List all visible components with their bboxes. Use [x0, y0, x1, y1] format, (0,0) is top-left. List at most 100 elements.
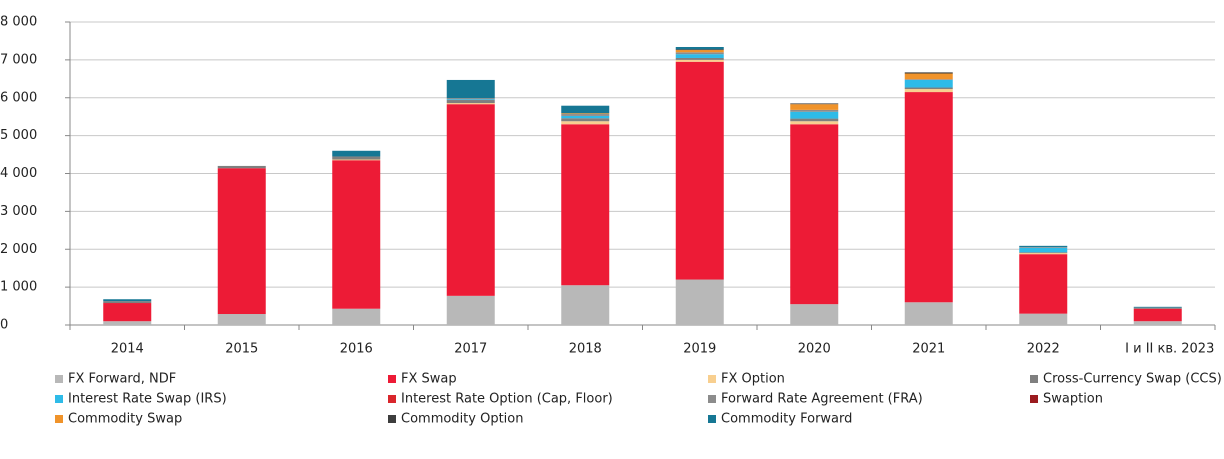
- bar-segment: [446, 79, 495, 99]
- legend-label: FX Forward, NDF: [68, 372, 176, 387]
- bar-segment: [561, 113, 610, 115]
- bar-segment: [217, 168, 266, 315]
- x-tick-label: 2016: [340, 342, 373, 357]
- x-tick-label: 2020: [798, 342, 831, 357]
- bar-segment: [790, 103, 839, 105]
- bar-segment: [675, 61, 724, 280]
- bar-segment: [790, 124, 839, 305]
- bar-segment: [1019, 247, 1068, 253]
- bar-segment: [904, 73, 953, 80]
- legend-swatch: [388, 415, 396, 423]
- legend-label: Cross-Currency Swap (CCS): [1043, 372, 1222, 387]
- legend-label: Swaption: [1043, 392, 1103, 407]
- bar-segment: [561, 124, 610, 286]
- bar-segment: [790, 118, 839, 122]
- x-tick-label: 2015: [225, 342, 258, 357]
- bar-segment: [675, 52, 724, 55]
- x-tick-label: 2021: [912, 342, 945, 357]
- bar-segment: [675, 49, 724, 51]
- bar-segment: [1019, 246, 1068, 248]
- bar-segment: [904, 79, 953, 88]
- bar-segment: [1019, 245, 1068, 247]
- bar-segment: [446, 98, 495, 100]
- legend-swatch: [388, 395, 396, 403]
- bar-segment: [790, 104, 839, 110]
- bar-segment: [217, 314, 266, 325]
- bar-segment: [561, 118, 610, 122]
- x-tick-label: 2018: [569, 342, 602, 357]
- legend-label: Commodity Option: [401, 412, 523, 427]
- bar-segment: [675, 59, 724, 62]
- bar-segment: [446, 99, 495, 101]
- bar-segment: [675, 50, 724, 53]
- bar-segment: [1133, 308, 1182, 322]
- bar-segment: [561, 285, 610, 325]
- y-tick-label: 5 000: [0, 128, 37, 143]
- bar-segment: [904, 72, 953, 74]
- y-tick-label: 6 000: [0, 90, 37, 105]
- bar-segment: [790, 121, 839, 125]
- legend-swatch: [708, 375, 716, 383]
- bar-segment: [332, 156, 381, 160]
- bar-segment: [1133, 306, 1182, 308]
- legend-label: FX Swap: [401, 372, 457, 387]
- bar-segment: [1019, 253, 1068, 255]
- x-tick-label: 2019: [683, 342, 716, 357]
- bar-segment: [332, 159, 381, 161]
- bar-segment: [103, 321, 152, 325]
- y-tick-label: 7 000: [0, 52, 37, 67]
- bar-segment: [103, 299, 152, 302]
- bar-segment: [904, 302, 953, 325]
- bar-segment: [332, 150, 381, 157]
- bar-segment: [561, 114, 610, 116]
- x-tick-label: I и II кв. 2023: [1125, 342, 1214, 357]
- y-tick-label: 1 000: [0, 280, 37, 295]
- legend-swatch: [388, 375, 396, 383]
- bar-segment: [332, 308, 381, 325]
- legend-swatch: [708, 415, 716, 423]
- bar-segment: [561, 115, 610, 119]
- bar-segment: [561, 105, 610, 114]
- bar-segment: [446, 100, 495, 104]
- bar-segment: [1019, 313, 1068, 325]
- legend-label: Interest Rate Option (Cap, Floor): [401, 392, 613, 407]
- bar-segment: [446, 295, 495, 325]
- x-tick-label: 2014: [111, 342, 144, 357]
- y-tick-label: 0: [0, 318, 8, 333]
- legend-label: Forward Rate Agreement (FRA): [721, 392, 923, 407]
- bar-segment: [1019, 252, 1068, 254]
- bar-segment: [904, 92, 953, 303]
- bar-segment: [790, 304, 839, 325]
- bar-segment: [675, 46, 724, 50]
- bar-segment: [1019, 254, 1068, 314]
- bar-segment: [103, 303, 152, 322]
- legend-swatch: [1030, 395, 1038, 403]
- bar-segment: [790, 111, 839, 119]
- y-tick-label: 3 000: [0, 204, 37, 219]
- bar-segment: [446, 104, 495, 296]
- legend-swatch: [708, 395, 716, 403]
- bar-segment: [904, 79, 953, 80]
- bar-segment: [790, 109, 839, 112]
- legend-label: Commodity Swap: [68, 412, 182, 427]
- legend-swatch: [55, 375, 63, 383]
- legend-label: Interest Rate Swap (IRS): [68, 392, 227, 407]
- bar-segment: [217, 165, 266, 169]
- y-tick-label: 4 000: [0, 166, 37, 181]
- legend-swatch: [55, 415, 63, 423]
- bar-segment: [1133, 321, 1182, 325]
- bar-segment: [675, 57, 724, 60]
- bar-segment: [446, 103, 495, 105]
- bar-segment: [904, 89, 953, 93]
- legend-swatch: [1030, 375, 1038, 383]
- y-tick-label: 8 000: [0, 15, 37, 30]
- bar-segment: [561, 121, 610, 125]
- bar-segment: [675, 279, 724, 325]
- bar-segment: [904, 87, 953, 90]
- y-tick-label: 2 000: [0, 242, 37, 257]
- bar-segment: [675, 54, 724, 58]
- bar-segment: [1133, 307, 1182, 309]
- legend-label: Commodity Forward: [721, 412, 852, 427]
- legend-label: FX Option: [721, 372, 785, 387]
